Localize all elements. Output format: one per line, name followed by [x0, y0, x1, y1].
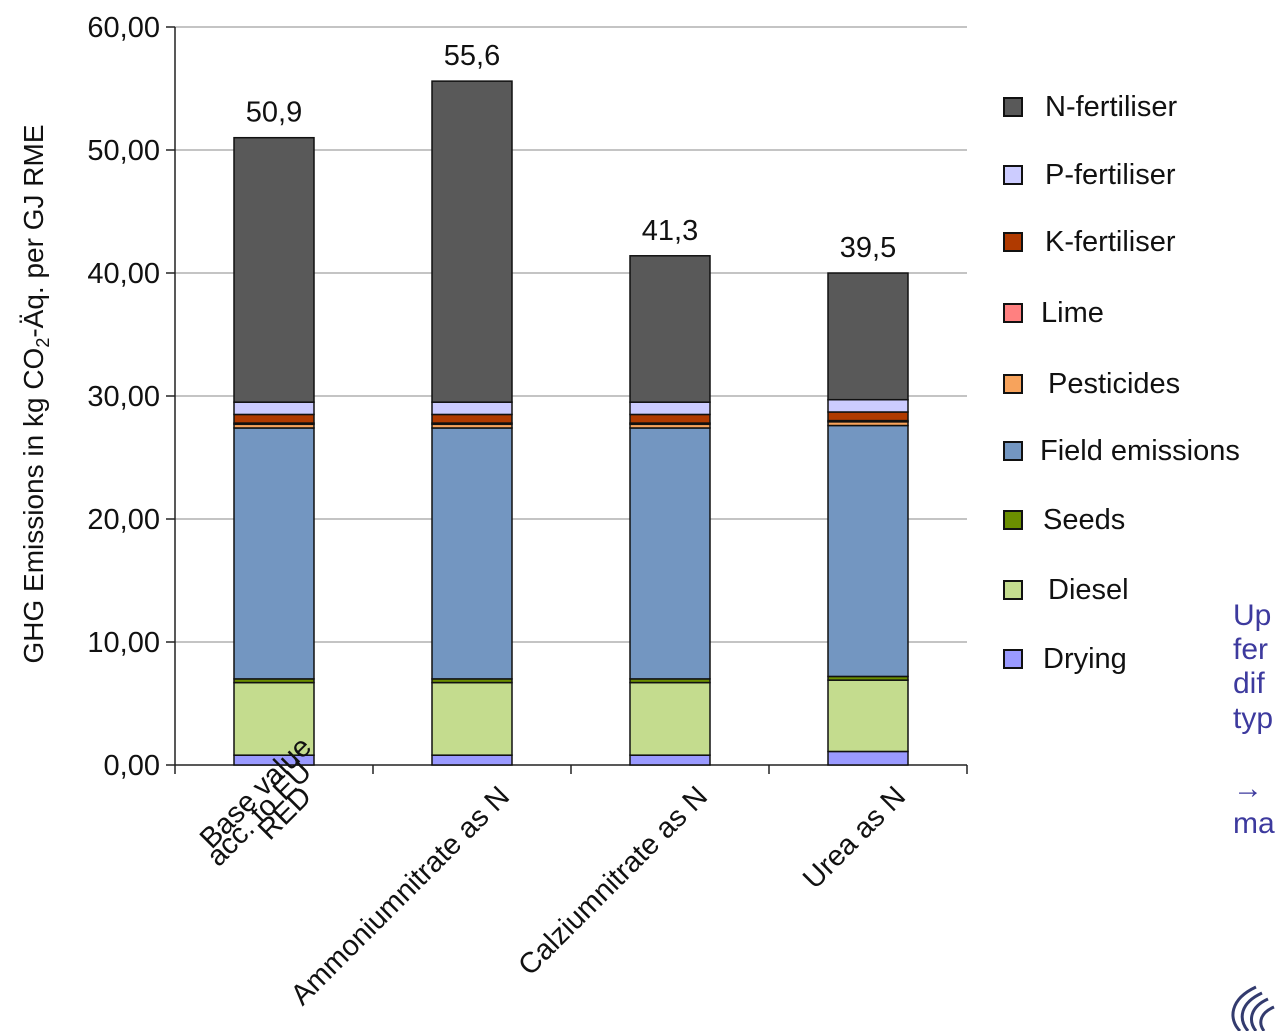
side-text-line-5: →: [1233, 772, 1263, 805]
bar-segment-k-fertiliser: [431, 413, 513, 424]
y-tick-label: 30,00: [87, 381, 160, 413]
y-axis-label: GHG Emissions in kg CO2-Äq. per GJ RME: [18, 124, 53, 663]
legend-item: P-fertiliser: [1003, 158, 1176, 192]
total-data-label: 41,3: [642, 215, 698, 247]
bar-segment-drying: [827, 750, 909, 766]
bar-segment-n-fertiliser: [431, 80, 513, 403]
legend-item: K-fertiliser: [1003, 225, 1176, 259]
side-text-line-3: dif: [1233, 667, 1265, 700]
bar-segment-p-fertiliser: [233, 401, 315, 416]
legend-label: K-fertiliser: [1045, 225, 1176, 258]
side-text-line-6: ma: [1233, 807, 1275, 840]
legend-swatch: [1003, 165, 1023, 185]
bar-segment-k-fertiliser: [827, 411, 909, 422]
side-text-line-1: Up: [1233, 599, 1272, 632]
bar-segment-diesel: [431, 681, 513, 756]
legend-swatch: [1003, 510, 1023, 530]
bar-segment-field-emissions: [827, 424, 909, 678]
legend-item: Field emissions: [1003, 434, 1240, 468]
legend-label: Lime: [1041, 296, 1104, 329]
bar-segment-field-emissions: [431, 427, 513, 680]
bar-segment-p-fertiliser: [827, 398, 909, 413]
bar-segment-n-fertiliser: [827, 272, 909, 401]
legend-swatch: [1003, 303, 1023, 323]
stacked-bar-chart: 0,00 10,00 20,00 30,00 40,00 50,00 60,00 GHG Em…: [18, 12, 968, 1012]
legend-item: Seeds: [1003, 503, 1125, 537]
total-data-label: 55,6: [444, 40, 500, 72]
bar-segment-field-emissions: [233, 427, 315, 680]
y-tick-label: 10,00: [87, 627, 160, 659]
y-tick-label: 20,00: [87, 504, 160, 536]
bar-segment-p-fertiliser: [431, 401, 513, 416]
y-tick-label: 40,00: [87, 258, 160, 290]
bar-segment-drying: [431, 754, 513, 766]
x-category-label: Urea as N: [797, 780, 912, 895]
legend-label: P-fertiliser: [1045, 158, 1176, 191]
bar-segment-n-fertiliser: [233, 136, 315, 403]
bar-segment-field-emissions: [629, 427, 711, 680]
legend-label: Pesticides: [1048, 367, 1181, 400]
bar-segment-diesel: [233, 681, 315, 756]
legend-label: Diesel: [1048, 573, 1129, 606]
legend-label: N-fertiliser: [1045, 90, 1178, 123]
y-tick-label: 60,00: [87, 12, 160, 44]
bar-segment-drying: [629, 754, 711, 766]
legend-label: Drying: [1043, 642, 1127, 675]
bar-segment-k-fertiliser: [233, 413, 315, 424]
legend-item: N-fertiliser: [1003, 90, 1177, 124]
x-category-label: Ammoniumnitrate as N: [285, 780, 516, 1011]
total-data-label: 39,5: [840, 232, 896, 264]
side-text-line-2: fer: [1233, 633, 1269, 666]
x-category-label: Calziumnitrate as N: [512, 780, 714, 982]
y-tick-label: 0,00: [104, 750, 160, 782]
bar-segment-diesel: [827, 679, 909, 753]
legend-item: Pesticides: [1003, 367, 1180, 401]
legend-label: Seeds: [1043, 503, 1126, 536]
legend-swatch: [1003, 649, 1023, 669]
legend-swatch: [1003, 580, 1023, 600]
bar-segment-k-fertiliser: [629, 413, 711, 424]
legend-swatch: [1003, 374, 1023, 394]
legend-item: Lime: [1003, 296, 1104, 330]
legend-item: Diesel: [1003, 573, 1129, 607]
total-data-label: 50,9: [246, 97, 302, 129]
institute-logo-icon: [1231, 985, 1275, 1031]
bar-segment-n-fertiliser: [629, 255, 711, 403]
legend-swatch: [1003, 97, 1023, 117]
bar-segment-diesel: [629, 681, 711, 756]
legend-swatch: [1003, 232, 1023, 252]
side-text-line-4: typ: [1233, 702, 1274, 735]
legend-label: Field emissions: [1040, 434, 1240, 467]
legend-swatch: [1003, 441, 1023, 461]
y-tick-label: 50,00: [87, 135, 160, 167]
bar-segment-p-fertiliser: [629, 401, 711, 416]
legend-item: Drying: [1003, 642, 1127, 676]
